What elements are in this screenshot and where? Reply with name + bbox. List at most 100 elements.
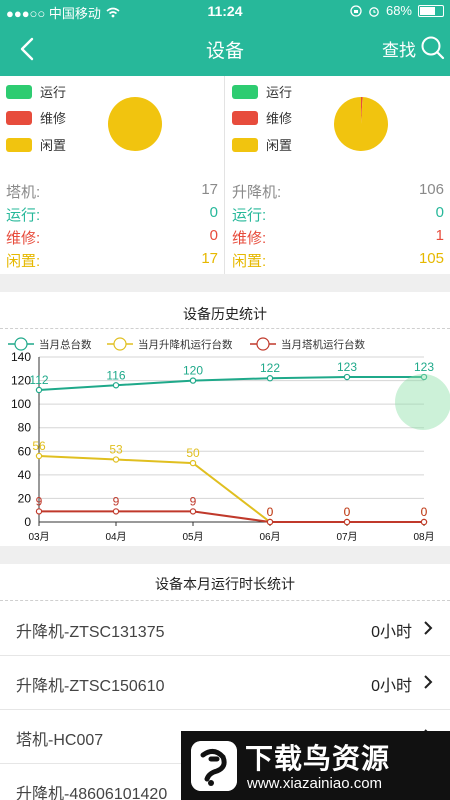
device-name: 升降机-48606101420 [16, 786, 168, 800]
device-name: 升降机-ZTSC150610 [16, 678, 165, 695]
y-tick-label: 40 [18, 468, 32, 482]
legend-label: 当月升降机运行台数 [138, 338, 233, 351]
card-divider [224, 76, 225, 274]
data-label: 53 [109, 443, 123, 457]
runtime-list-item[interactable]: 升降机-ZTSC150610 0小时 [0, 656, 450, 710]
data-point [343, 373, 351, 381]
runtime-value: 0小时 [371, 678, 412, 695]
y-tick-label: 20 [18, 491, 32, 505]
rotation-lock-icon [350, 4, 362, 17]
repair-count-row: 维修: 0 [6, 227, 218, 247]
data-point [112, 508, 120, 515]
watermark-title: 下载鸟资源 [245, 743, 391, 774]
series-line [38, 376, 424, 391]
legend-idle: 闲置 [232, 135, 292, 154]
data-label: 122 [260, 361, 280, 375]
battery-icon [418, 4, 444, 17]
runtime-list-item[interactable]: 升降机-ZTSC131375 0小时 [0, 602, 450, 656]
watermark-banner: 下载鸟资源 www.xiazainiao.com [181, 731, 450, 800]
y-tick-label: 0 [24, 515, 31, 529]
x-tick-label: 03月 [28, 531, 49, 543]
data-point [266, 518, 274, 526]
data-label: 50 [186, 446, 200, 460]
chevron-right-icon [424, 621, 433, 635]
data-point [420, 518, 428, 526]
y-tick-label: 60 [18, 444, 32, 458]
x-tick-label: 06月 [259, 531, 280, 543]
search-label: 查找 [382, 40, 416, 60]
type-count-row: 塔机: 17 [6, 181, 218, 201]
data-label: 9 [190, 494, 197, 508]
data-label: 0 [267, 505, 274, 519]
legend-item: 当月塔机运行台数 [250, 337, 365, 351]
data-point [343, 518, 351, 526]
device-name: 塔机-HC007 [16, 732, 104, 749]
bird-logo-icon [191, 741, 237, 791]
device-name: 升降机-ZTSC131375 [16, 624, 165, 641]
status-bar: ●●●○○ 中国移动 11:24 68% [0, 0, 450, 22]
section-divider [0, 328, 450, 329]
search-button[interactable]: 查找 [382, 35, 446, 61]
touch-highlight [395, 374, 450, 430]
legend-repair: 维修 [6, 108, 66, 127]
idle-count-row: 闲置: 17 [6, 250, 218, 270]
status-time: 11:24 [207, 3, 243, 19]
tower-crane-pie [108, 97, 162, 151]
data-point [420, 373, 428, 381]
x-tick-label: 05月 [182, 531, 203, 543]
x-tick-label: 07月 [336, 531, 357, 543]
data-point [35, 386, 43, 394]
data-point [112, 456, 120, 463]
data-label: 9 [113, 494, 120, 508]
data-label: 0 [421, 505, 428, 519]
data-label: 112 [29, 373, 48, 387]
search-icon [421, 36, 445, 60]
pie-slice-idle [334, 97, 388, 151]
data-point [266, 375, 274, 382]
run-count-row: 运行: 0 [6, 204, 218, 224]
data-label: 123 [414, 360, 434, 374]
legend-idle: 闲置 [6, 135, 66, 154]
wifi-icon [106, 7, 120, 18]
elevator-pie [334, 97, 388, 151]
y-tick-label: 140 [11, 350, 31, 364]
chevron-right-icon [424, 675, 433, 689]
elevator-card[interactable]: 运行 维修 闲置 升降机: 106 运行: 0 维修: 1 闲置: 105 [226, 76, 450, 274]
legend-label: 当月总台数 [39, 338, 92, 351]
x-tick-label: 08月 [413, 531, 434, 543]
repair-count-row: 维修: 1 [232, 227, 444, 247]
pie-slice-repair [361, 97, 363, 124]
back-icon[interactable] [14, 34, 42, 64]
data-label: 0 [421, 505, 428, 519]
data-point [35, 508, 43, 515]
data-label: 0 [267, 505, 274, 519]
legend-item: 当月升降机运行台数 [107, 337, 233, 351]
battery-percent: 68% [385, 3, 412, 18]
run-count-row: 运行: 0 [232, 204, 444, 224]
data-label: 9 [36, 494, 43, 508]
y-tick-label: 100 [11, 397, 31, 411]
data-point [189, 459, 197, 467]
history-section: 设备历史统计 当月总台数 当月升降机运行台数 当月塔机运行台数 0 20 40 60 80 10… [0, 292, 450, 546]
carrier-label: ●●●○○ 中国移动 [6, 6, 101, 21]
data-label: 0 [344, 505, 351, 519]
y-tick-label: 120 [11, 374, 31, 388]
legend-label: 当月塔机运行台数 [281, 338, 365, 351]
y-tick-label: 80 [18, 421, 32, 435]
x-tick-label: 04月 [105, 531, 126, 543]
page-title: 设备 [205, 41, 244, 62]
type-count-row: 升降机: 106 [232, 181, 444, 201]
data-point [112, 382, 120, 389]
history-title: 设备历史统计 [183, 306, 267, 322]
data-label: 123 [337, 360, 357, 374]
watermark-url: www.xiazainiao.com [247, 775, 383, 792]
pie-slice-idle [108, 97, 162, 151]
data-label: 120 [183, 364, 203, 378]
idle-count-row: 闲置: 105 [232, 250, 444, 270]
runtime-list-item[interactable]: 升降机-48606101420 [0, 764, 450, 800]
tower-crane-card[interactable]: 运行 维修 闲置 塔机: 17 运行: 0 维修: 0 闲置: 17 [0, 76, 224, 274]
legend-repair: 维修 [232, 108, 292, 127]
series-line [39, 510, 424, 523]
history-line-chart[interactable]: 当月总台数 当月升降机运行台数 当月塔机运行台数 0 20 40 60 80 100 120 140… [0, 332, 450, 544]
data-label: 0 [344, 505, 351, 519]
